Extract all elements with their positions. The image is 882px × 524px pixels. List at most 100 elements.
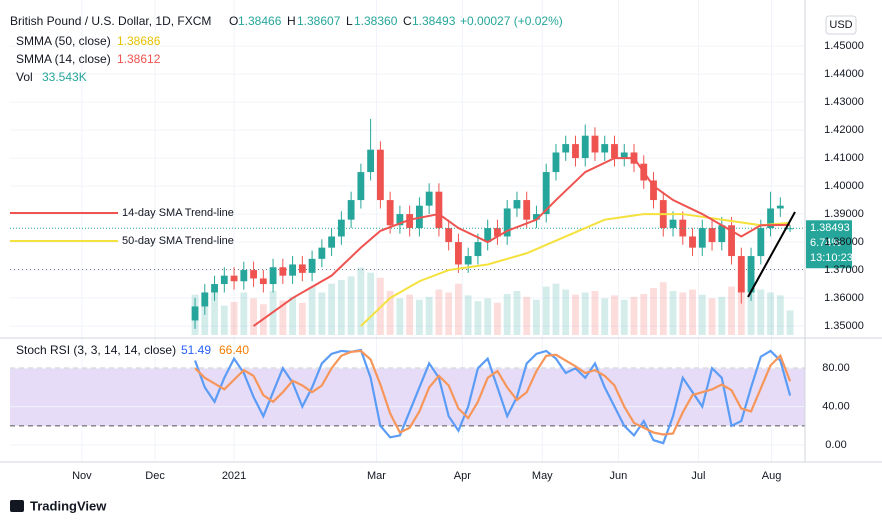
- stoch-tick-label: 80.00: [822, 362, 850, 374]
- candle-body: [328, 236, 336, 248]
- volume-bar: [289, 296, 297, 335]
- volume-bar: [708, 298, 716, 335]
- ohlc-label: C: [403, 14, 412, 28]
- y-tick-label: 1.42000: [824, 124, 864, 136]
- volume-bar: [630, 296, 638, 335]
- currency-badge[interactable]: [825, 15, 857, 35]
- volume-bar: [650, 288, 657, 335]
- volume-bar: [230, 302, 238, 335]
- change: +0.00027 (+0.02%): [460, 14, 563, 28]
- x-tick-label: Mar: [367, 470, 386, 482]
- candle-body: [708, 228, 716, 243]
- volume-bar: [620, 299, 628, 335]
- volume-bar: [640, 293, 648, 335]
- y-tick-label: 1.38000: [824, 236, 864, 248]
- candle-body: [191, 306, 199, 321]
- candle-body: [279, 267, 287, 276]
- volume-bar: [572, 294, 579, 335]
- candle-body: [357, 172, 365, 201]
- candle-body: [572, 144, 579, 159]
- indicator-value: 66.40: [219, 343, 249, 357]
- price-tag-price: 1.38493: [810, 222, 850, 234]
- ohlc-label: H: [287, 14, 296, 28]
- volume-bar: [533, 299, 540, 335]
- annotation-text: 50-day SMA Trend-line: [122, 235, 234, 247]
- y-tick-label: 1.43000: [824, 96, 864, 108]
- ohlc-value: 1.38466: [238, 14, 282, 28]
- volume-bar: [396, 298, 404, 335]
- candle-body: [337, 219, 345, 237]
- ohlc-label: O: [229, 14, 238, 28]
- candle-body: [347, 200, 355, 220]
- symbol-title: British Pound / U.S. Dollar, 1D, FXCM: [10, 14, 211, 28]
- candle-body: [669, 219, 677, 229]
- smma-line: [252, 157, 791, 327]
- candle-body: [767, 208, 774, 229]
- candle-body: [591, 135, 599, 153]
- candle-body: [611, 144, 618, 159]
- volume-bar: [552, 283, 560, 335]
- volume-bar: [318, 292, 326, 335]
- candle-body: [737, 256, 745, 293]
- volume-bar: [211, 289, 218, 335]
- legend-value: 33.543K: [42, 70, 87, 84]
- volume-bar: [415, 299, 423, 335]
- candle-body: [650, 180, 657, 201]
- candle-body: [494, 228, 501, 237]
- volume-bar: [220, 305, 228, 335]
- volume-bar: [298, 302, 306, 335]
- candle-body: [689, 236, 696, 248]
- overlay: 14-day SMA Trend-line 50-day SMA Trend-li…: [10, 207, 853, 269]
- y-tick-label: 1.41000: [824, 152, 864, 164]
- candle-body: [211, 284, 218, 293]
- volume-bar: [464, 295, 472, 335]
- volume-bar: [728, 286, 735, 335]
- y-tick-label: 1.44000: [824, 68, 864, 80]
- candle-body: [542, 172, 550, 215]
- volume-bar: [445, 292, 453, 335]
- x-tick-label: May: [532, 470, 553, 482]
- volume-bar: [494, 302, 501, 335]
- candle-body: [474, 242, 482, 257]
- candle-body: [533, 214, 540, 220]
- volume-bar: [542, 286, 550, 335]
- candle-body: [220, 275, 228, 285]
- price-tag: [806, 220, 852, 269]
- trend-line: [747, 211, 796, 298]
- candle-body: [250, 270, 257, 279]
- candle-body: [503, 208, 511, 237]
- candle-body: [718, 225, 726, 243]
- x-tick-label: Aug: [762, 470, 782, 482]
- volume-bar: [669, 291, 677, 335]
- volume-bar: [328, 283, 336, 335]
- annotation-text: 14-day SMA Trend-line: [122, 207, 234, 219]
- legend-name: SMMA (14, close): [16, 52, 111, 66]
- volume-bar: [698, 294, 706, 335]
- price-tag-countdown: 13:10:23: [810, 252, 853, 264]
- indicator-value: 51.49: [181, 343, 211, 357]
- brand-logo: [10, 500, 24, 512]
- volume-bar: [474, 301, 482, 335]
- volume-bar: [679, 292, 687, 335]
- volume-bar: [240, 292, 248, 335]
- candle-body: [396, 214, 404, 226]
- volume-bar: [367, 272, 375, 335]
- candle-body: [289, 264, 297, 276]
- candle-body: [445, 228, 453, 243]
- candle-body: [698, 228, 706, 248]
- candle-body: [581, 135, 589, 159]
- x-tick-label: Nov: [72, 470, 92, 482]
- marks: [10, 118, 805, 445]
- volume-bar: [308, 286, 316, 335]
- candle-body: [269, 267, 277, 285]
- volume-bar: [357, 267, 365, 335]
- volume-bar: [455, 283, 462, 335]
- x-tick-label: 2021: [222, 470, 246, 482]
- candle-body: [308, 258, 316, 273]
- volume-bar: [591, 291, 599, 335]
- price-tag-percent: 6.74%: [810, 237, 841, 249]
- volume-bar: [250, 298, 257, 335]
- candle-body: [318, 247, 326, 259]
- candle-body: [484, 228, 492, 243]
